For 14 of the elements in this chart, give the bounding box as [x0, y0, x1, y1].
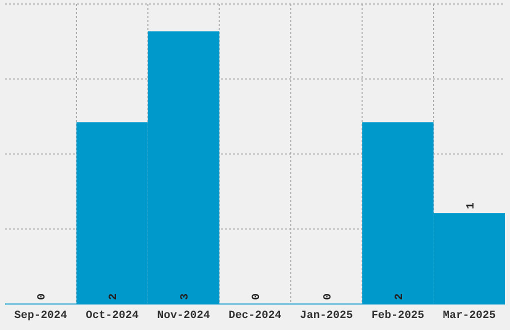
x-tick-label: Oct-2024: [86, 310, 139, 322]
x-tick-label: Dec-2024: [228, 310, 282, 322]
x-tick-label: Jan-2025: [300, 310, 354, 322]
x-tick-label: Nov-2024: [157, 310, 210, 322]
data-label: 3: [180, 293, 192, 300]
data-label: 0: [36, 293, 49, 300]
x-tick-label: Sep-2024: [14, 310, 68, 322]
x-tick-label: Mar-2025: [442, 310, 496, 322]
data-label: 1: [465, 202, 478, 210]
data-label: 2: [108, 293, 120, 300]
data-label: 0: [251, 293, 263, 300]
data-label: 0: [322, 293, 334, 300]
x-tick-label: Feb-2025: [371, 310, 425, 322]
data-label: 2: [394, 293, 406, 300]
